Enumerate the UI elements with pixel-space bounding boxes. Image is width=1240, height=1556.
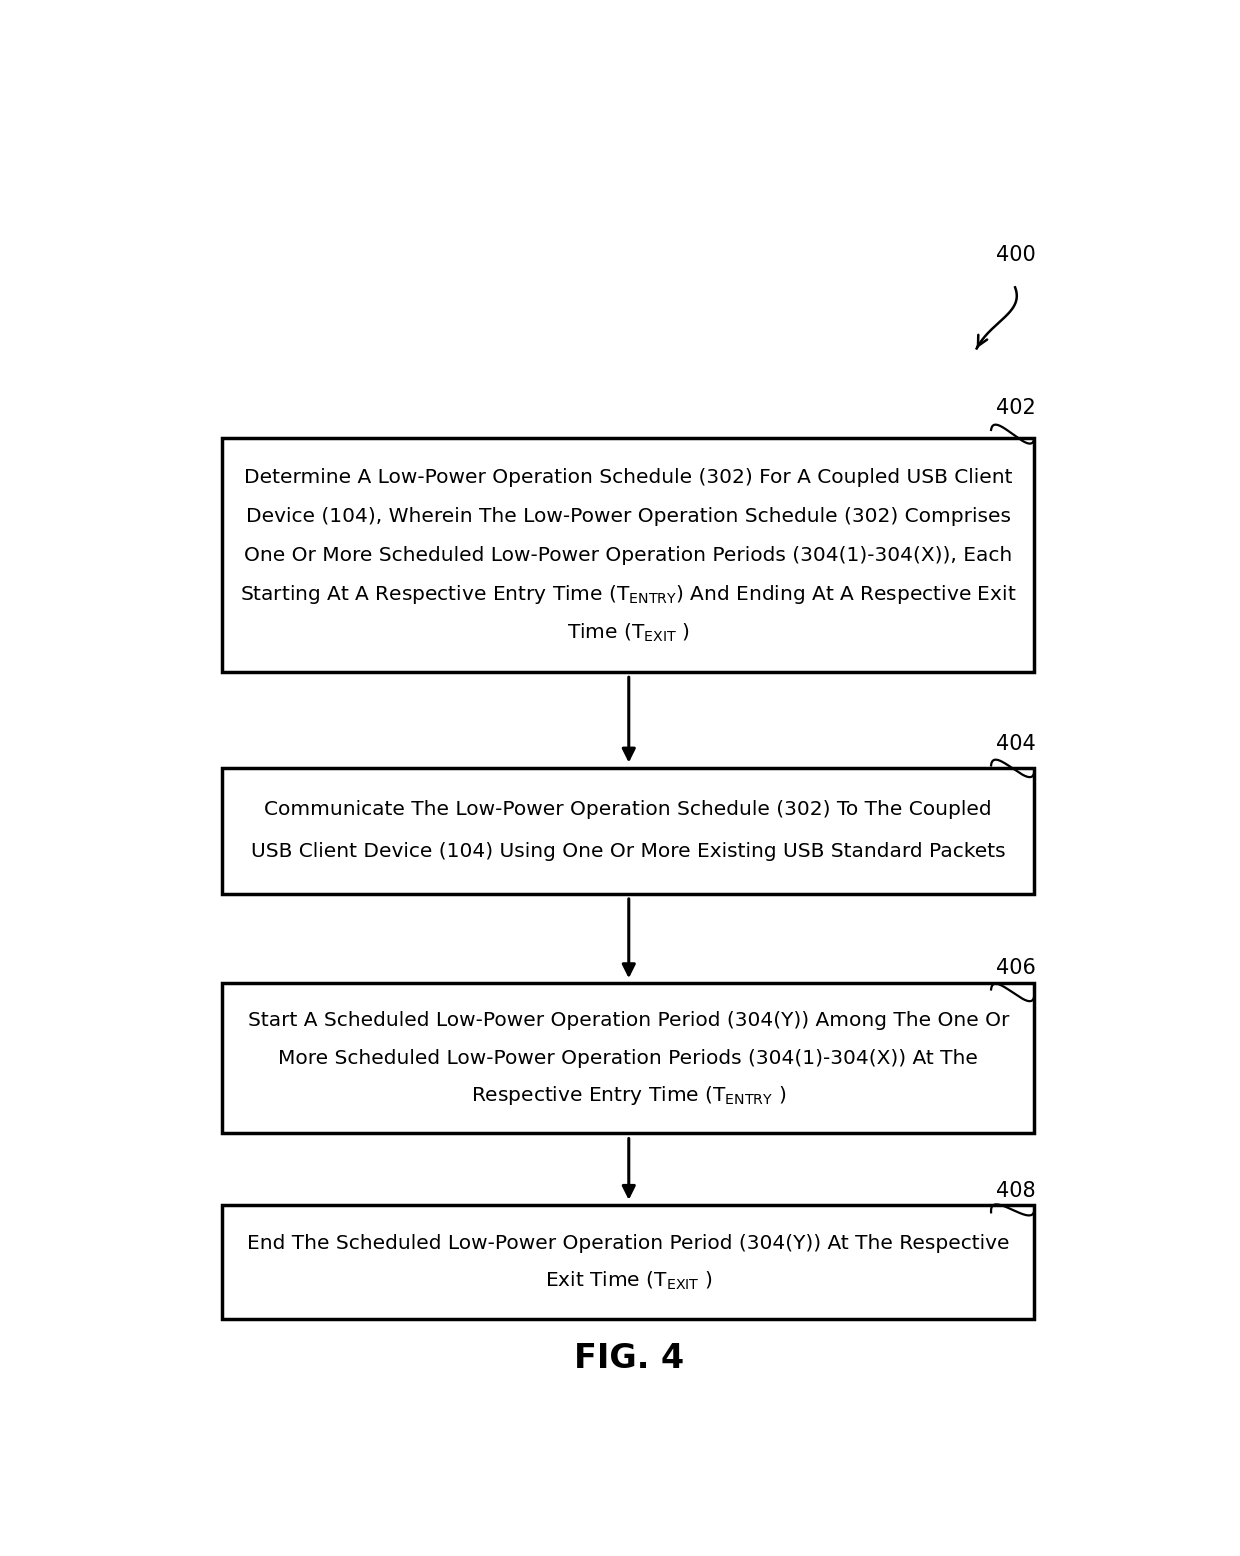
- Text: Respective Entry Time (T$_{\mathregular{ENTRY}}$ ): Respective Entry Time (T$_{\mathregular{…: [471, 1085, 786, 1108]
- Text: One Or More Scheduled Low-Power Operation Periods (304(1)-304(X)), Each: One Or More Scheduled Low-Power Operatio…: [244, 546, 1012, 565]
- Text: 406: 406: [996, 958, 1035, 977]
- Text: Starting At A Respective Entry Time (T$_{\mathregular{ENTRY}}$) And Ending At A : Starting At A Respective Entry Time (T$_…: [241, 582, 1017, 605]
- Text: More Scheduled Low-Power Operation Periods (304(1)-304(X)) At The: More Scheduled Low-Power Operation Perio…: [278, 1049, 978, 1067]
- Text: Communicate The Low-Power Operation Schedule (302) To The Coupled: Communicate The Low-Power Operation Sche…: [264, 800, 992, 820]
- Text: Device (104), Wherein The Low-Power Operation Schedule (302) Comprises: Device (104), Wherein The Low-Power Oper…: [246, 507, 1011, 526]
- Text: 402: 402: [996, 398, 1035, 419]
- Bar: [222, 983, 1034, 1133]
- Text: 408: 408: [996, 1181, 1035, 1201]
- Bar: [222, 767, 1034, 893]
- Text: USB Client Device (104) Using One Or More Existing USB Standard Packets: USB Client Device (104) Using One Or Mor…: [250, 842, 1006, 860]
- Text: 400: 400: [996, 244, 1035, 265]
- Text: FIG. 4: FIG. 4: [574, 1341, 683, 1376]
- Bar: [222, 439, 1034, 672]
- Text: Time (T$_{\mathregular{EXIT}}$ ): Time (T$_{\mathregular{EXIT}}$ ): [567, 622, 689, 644]
- Text: Exit Time (T$_{\mathregular{EXIT}}$ ): Exit Time (T$_{\mathregular{EXIT}}$ ): [544, 1270, 712, 1291]
- Text: Determine A Low-Power Operation Schedule (302) For A Coupled USB Client: Determine A Low-Power Operation Schedule…: [244, 468, 1013, 487]
- Text: Start A Scheduled Low-Power Operation Period (304(Y)) Among The One Or: Start A Scheduled Low-Power Operation Pe…: [248, 1011, 1009, 1030]
- Text: 404: 404: [996, 734, 1035, 753]
- Bar: [222, 1206, 1034, 1319]
- Text: End The Scheduled Low-Power Operation Period (304(Y)) At The Respective: End The Scheduled Low-Power Operation Pe…: [247, 1234, 1009, 1253]
